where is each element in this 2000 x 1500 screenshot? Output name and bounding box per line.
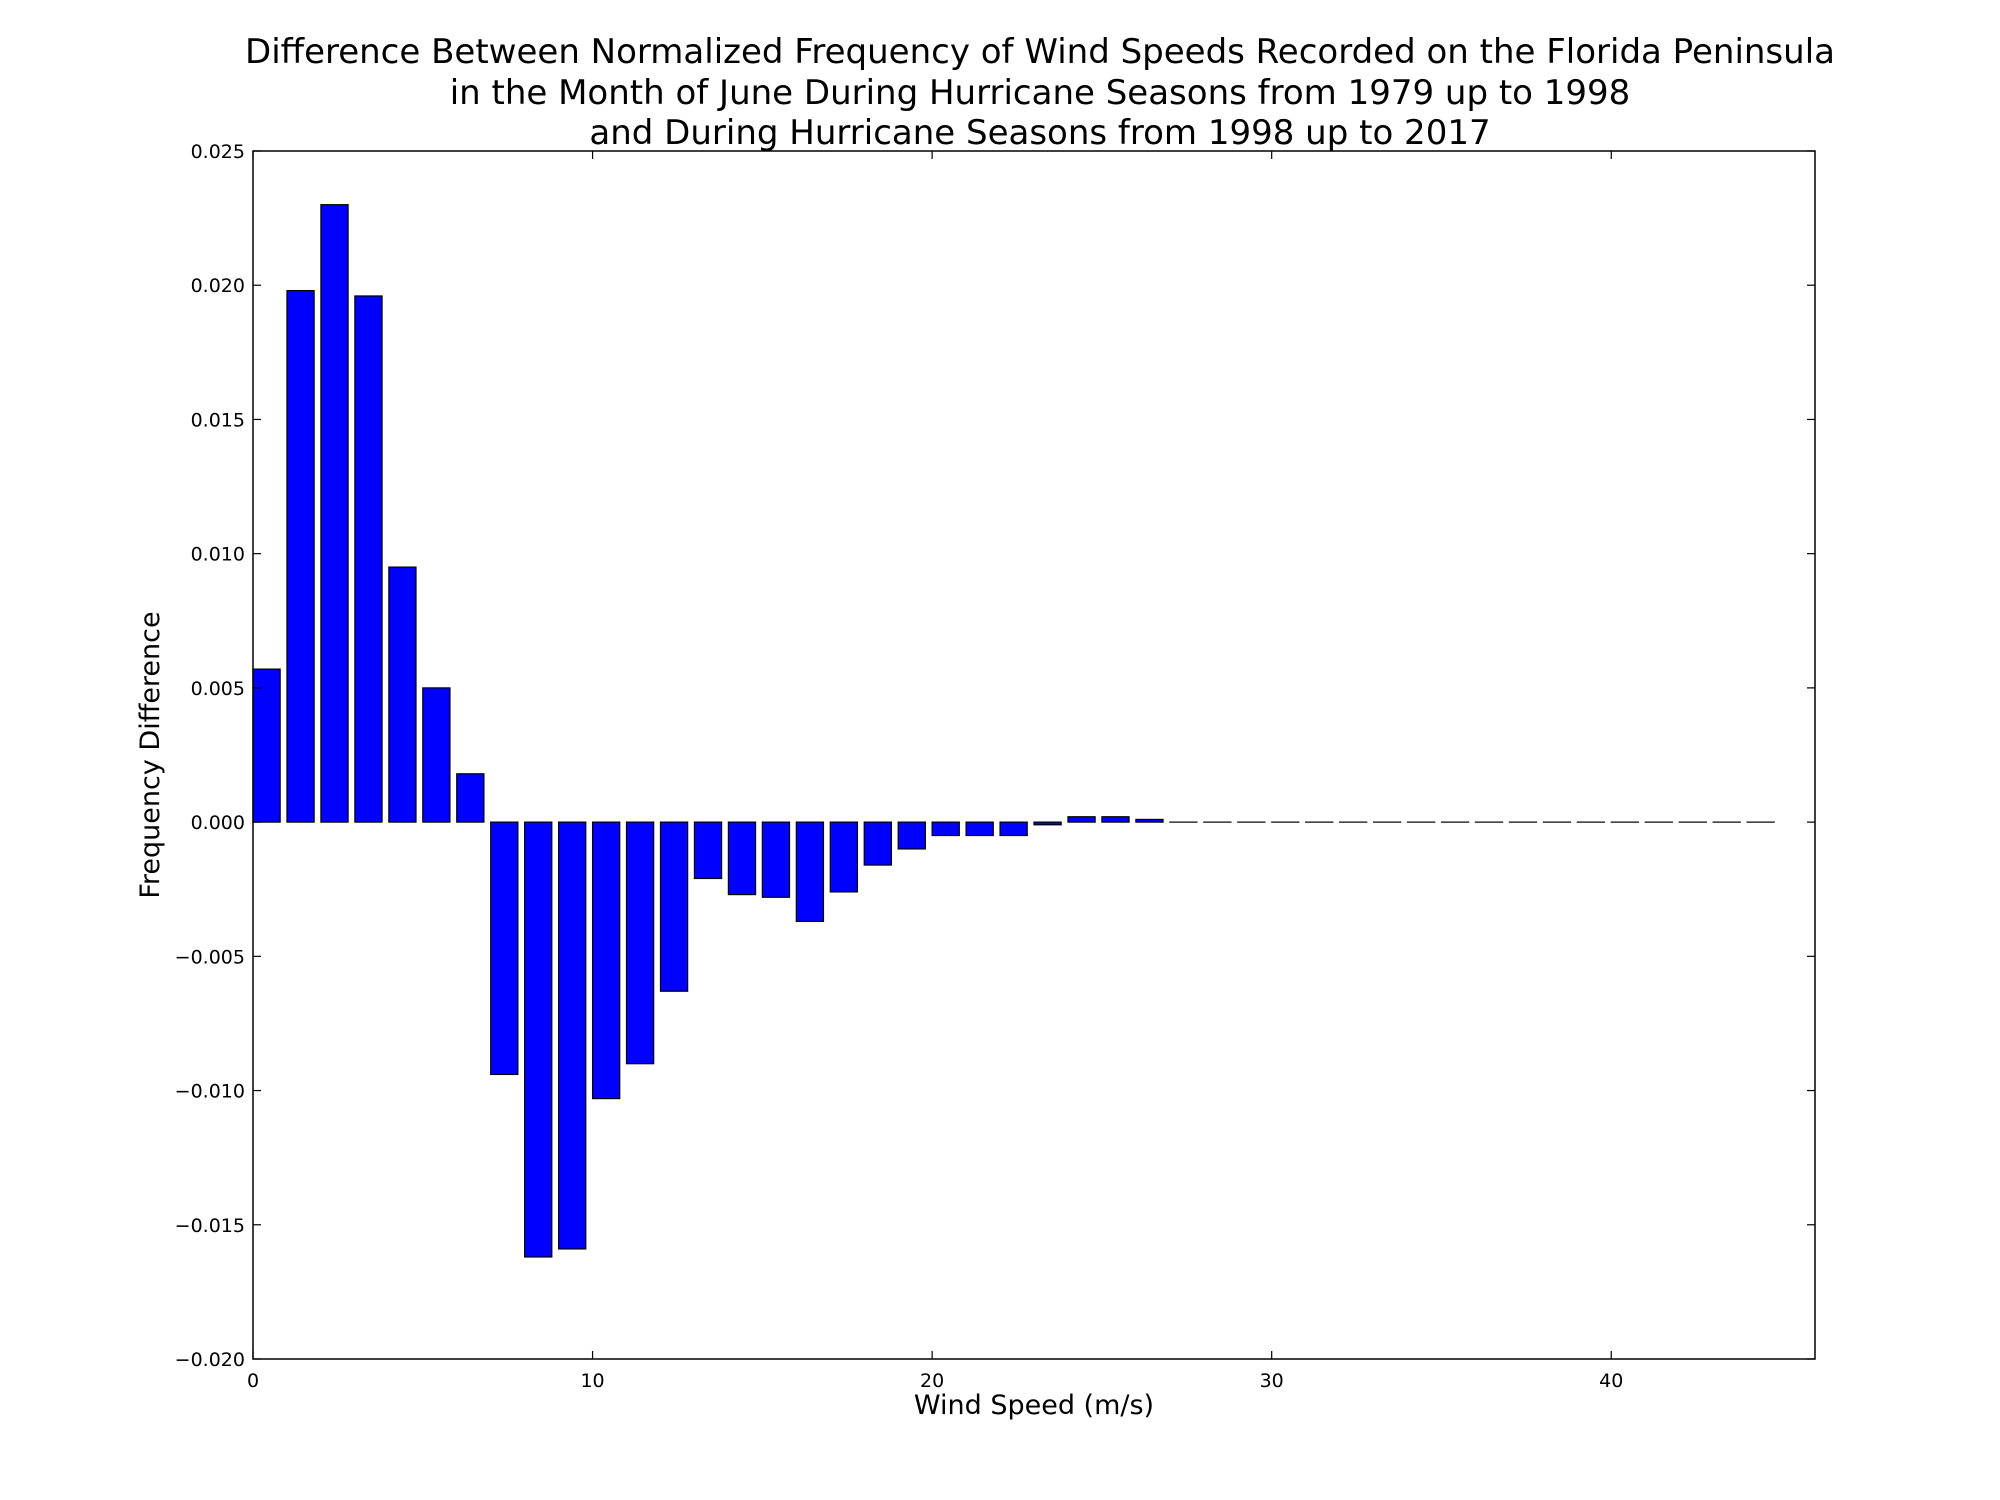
bar	[829, 821, 859, 893]
x-tick-label: 30	[1260, 1370, 1284, 1392]
y-tick-label: −0.005	[175, 946, 245, 968]
bar	[1033, 821, 1062, 826]
y-tick-label: 0.015	[191, 409, 245, 431]
bar	[252, 668, 281, 823]
bar	[693, 821, 723, 880]
x-tick-label: 0	[247, 1370, 259, 1392]
y-tick-label: 0.010	[191, 544, 245, 566]
bar	[999, 821, 1028, 837]
chart-title-line-3: and During Hurricane Seasons from 1998 u…	[589, 113, 1490, 153]
y-axis-ticks: −0.020 −0.015 −0.010 −0.005 0.000 0.005 0.010 0…	[175, 141, 1815, 1371]
bar	[422, 687, 451, 823]
y-tick-label: 0.025	[191, 141, 245, 163]
y-tick-label: 0.000	[191, 812, 245, 834]
chart-title: Difference Between Normalized Frequency …	[245, 32, 1835, 153]
x-tick-label: 40	[1599, 1370, 1623, 1392]
bar	[727, 821, 757, 896]
bar	[558, 821, 587, 1250]
bar	[286, 289, 315, 823]
y-tick-label: −0.010	[175, 1081, 245, 1103]
x-tick-label: 10	[580, 1370, 604, 1392]
y-tick-label: 0.005	[191, 678, 245, 700]
chart-title-line-2: in the Month of June During Hurricane Se…	[450, 73, 1631, 113]
bar	[591, 821, 621, 1100]
x-axis-label: Wind Speed (m/s)	[914, 1390, 1154, 1421]
bar	[456, 773, 485, 823]
bar	[795, 821, 825, 923]
bar	[931, 821, 960, 837]
bar	[320, 204, 349, 823]
bar	[1101, 816, 1130, 823]
bar	[490, 821, 519, 1076]
bars-group	[252, 204, 1775, 1258]
bar	[761, 821, 791, 898]
x-tick-label: 20	[920, 1370, 944, 1392]
bar	[524, 821, 553, 1258]
bar	[863, 821, 892, 866]
y-tick-label: 0.020	[191, 275, 245, 297]
y-tick-label: −0.020	[175, 1349, 245, 1371]
y-tick-label: −0.015	[175, 1215, 245, 1237]
plot-area-frame	[252, 150, 1816, 1360]
y-axis-label: Frequency Difference	[135, 611, 166, 898]
bar	[1135, 818, 1164, 823]
bar	[897, 821, 926, 850]
bar	[659, 821, 689, 992]
bar	[388, 566, 417, 823]
bar	[625, 821, 655, 1065]
x-axis-ticks: 0 10 20 30 40	[247, 151, 1623, 1392]
chart-title-line-1: Difference Between Normalized Frequency …	[245, 32, 1835, 72]
bar	[965, 821, 994, 837]
bar	[1067, 816, 1096, 823]
bar	[354, 295, 383, 823]
